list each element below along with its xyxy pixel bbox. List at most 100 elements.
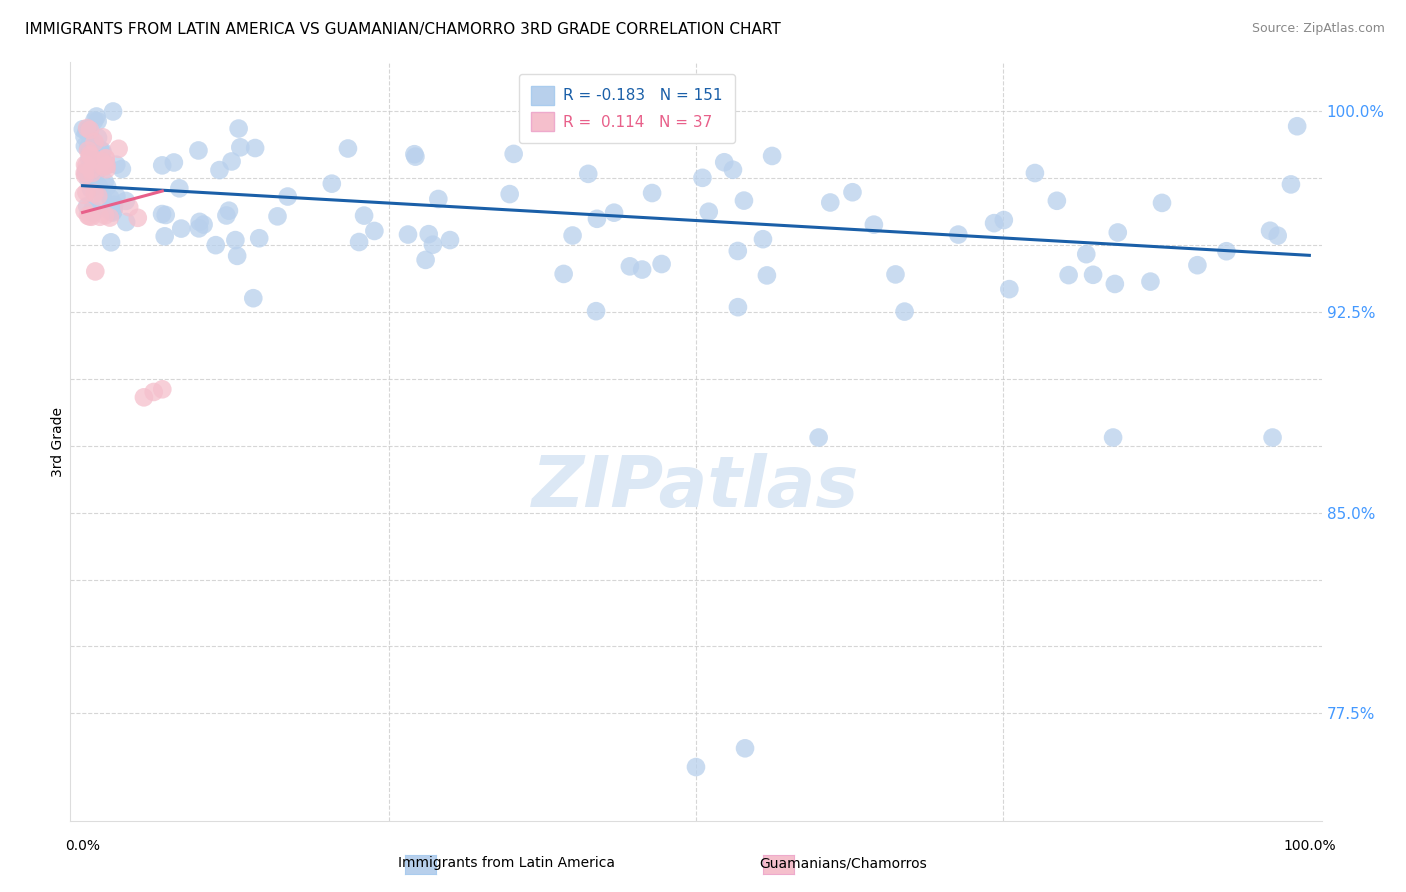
Point <box>752 232 775 246</box>
Point <box>187 221 209 235</box>
Point <box>94 152 117 166</box>
Point <box>993 213 1015 227</box>
Point <box>96 158 118 172</box>
Point <box>90 154 112 169</box>
Point <box>142 384 165 399</box>
Point <box>79 136 101 151</box>
Point <box>427 192 450 206</box>
Point <box>163 155 186 169</box>
Point <box>77 168 100 182</box>
Point <box>87 179 110 194</box>
Point <box>1104 277 1126 291</box>
Point <box>820 195 842 210</box>
Point <box>127 211 149 225</box>
Point <box>277 189 299 203</box>
Point <box>90 145 112 159</box>
Text: Source: ZipAtlas.com: Source: ZipAtlas.com <box>1251 22 1385 36</box>
Point <box>404 147 426 161</box>
Point <box>80 210 103 224</box>
Point <box>84 264 107 278</box>
Point <box>499 187 522 202</box>
Point <box>1081 268 1104 282</box>
Point <box>73 129 96 144</box>
Point <box>415 252 437 267</box>
Point <box>266 210 288 224</box>
Y-axis label: 3rd Grade: 3rd Grade <box>51 407 65 476</box>
Point <box>73 203 96 218</box>
Point <box>619 260 641 274</box>
Point <box>76 121 98 136</box>
Point <box>404 150 426 164</box>
Point <box>79 210 101 224</box>
Point <box>101 104 124 119</box>
Point <box>100 235 122 250</box>
Point <box>79 144 101 158</box>
Point <box>576 167 599 181</box>
Point <box>84 164 107 178</box>
Text: 0.0%: 0.0% <box>65 839 100 854</box>
Point <box>105 158 128 172</box>
Point <box>73 158 96 172</box>
Point <box>1107 226 1129 240</box>
Point <box>170 221 193 235</box>
Point <box>721 162 744 177</box>
Point <box>841 186 863 200</box>
Point <box>72 122 94 136</box>
Point <box>91 144 114 158</box>
Text: 100.0%: 100.0% <box>1284 839 1336 854</box>
Point <box>150 207 173 221</box>
Point <box>93 175 115 189</box>
Point <box>103 201 125 215</box>
Point <box>1267 228 1289 243</box>
Point <box>96 158 118 172</box>
Point <box>103 203 125 218</box>
Point <box>733 194 755 208</box>
Point <box>1261 430 1284 444</box>
Point <box>863 218 886 232</box>
Point <box>893 304 915 318</box>
Point <box>83 113 105 128</box>
Point <box>188 215 211 229</box>
Point <box>83 152 105 166</box>
Point <box>218 203 240 218</box>
Point <box>651 257 673 271</box>
Point <box>132 390 155 404</box>
Point <box>155 208 177 222</box>
Point <box>82 202 104 217</box>
Point <box>631 262 654 277</box>
Point <box>86 110 108 124</box>
Point <box>1102 430 1125 444</box>
Text: ZIPatlas: ZIPatlas <box>533 452 859 522</box>
Point <box>998 282 1021 296</box>
Point <box>103 198 125 212</box>
Point <box>221 154 243 169</box>
Point <box>983 216 1005 230</box>
Point <box>77 144 100 158</box>
Point <box>93 160 115 174</box>
Point <box>353 209 375 223</box>
Point <box>948 227 970 242</box>
Point <box>1024 166 1046 180</box>
Point <box>204 238 226 252</box>
Point <box>1057 268 1080 282</box>
Point <box>83 138 105 153</box>
Point <box>76 121 98 136</box>
Point <box>96 179 118 194</box>
Text: Guamanians/Chamorros: Guamanians/Chamorros <box>759 856 928 871</box>
Point <box>82 166 104 180</box>
Point <box>77 140 100 154</box>
Point <box>76 158 98 172</box>
Point <box>83 135 105 149</box>
Point <box>755 268 778 283</box>
Point <box>502 147 524 161</box>
Point <box>697 204 720 219</box>
Point <box>586 211 609 226</box>
Point <box>585 304 607 318</box>
Point <box>87 189 110 203</box>
Point <box>79 149 101 163</box>
Point <box>242 291 264 305</box>
Point <box>1215 244 1237 259</box>
Point <box>100 191 122 205</box>
Point <box>208 163 231 178</box>
Point <box>150 158 173 172</box>
